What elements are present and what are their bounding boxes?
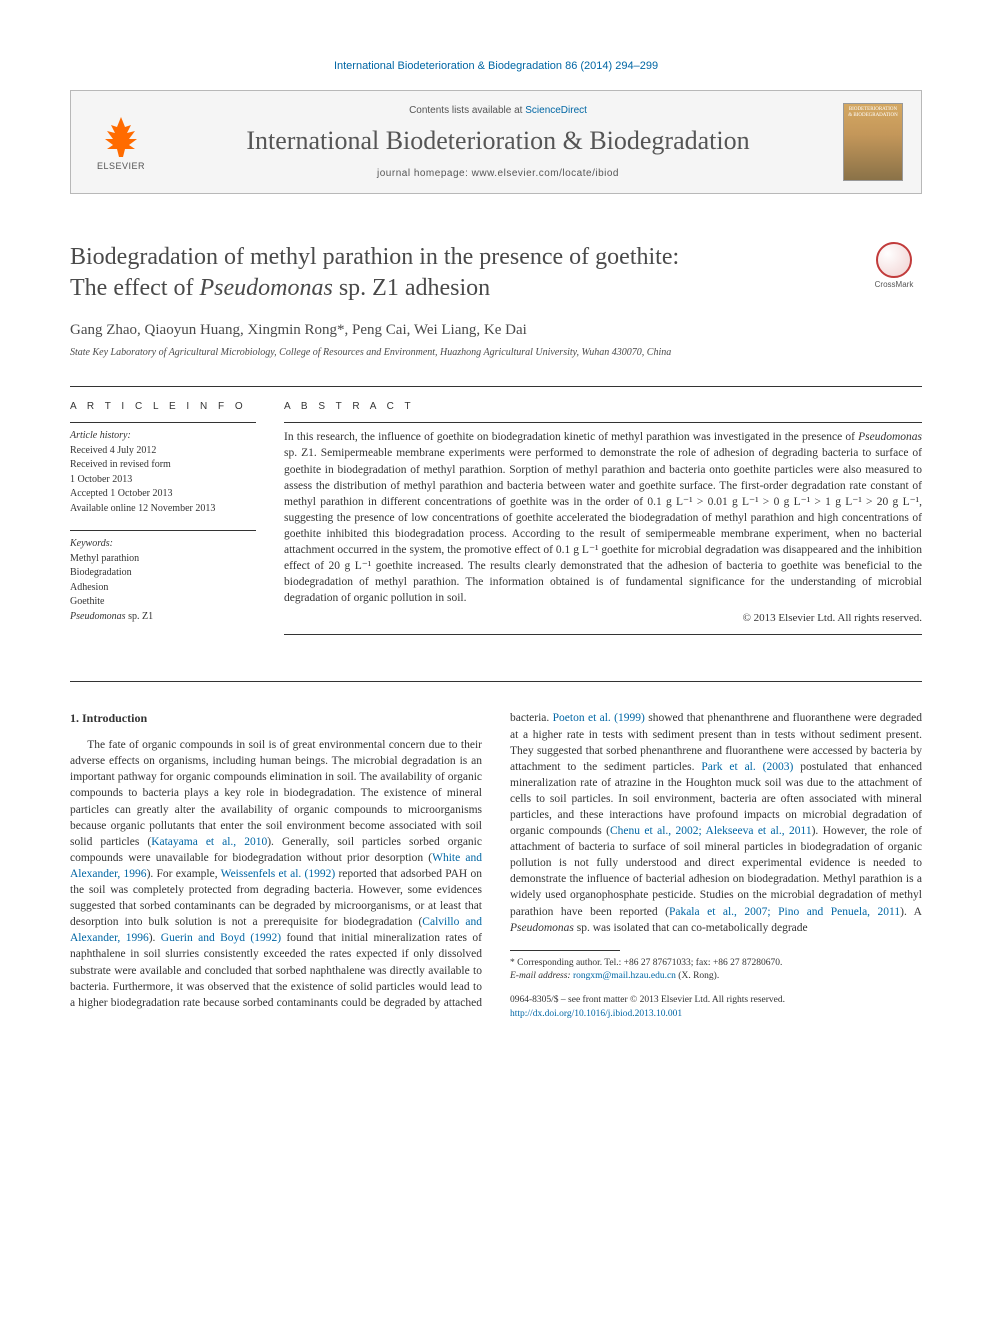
section-1-heading: 1. Introduction bbox=[70, 710, 482, 727]
contents-prefix: Contents lists available at bbox=[409, 105, 525, 116]
keyword-2: Biodegradation bbox=[70, 566, 256, 581]
homepage-url[interactable]: www.elsevier.com/locate/ibiod bbox=[472, 168, 619, 179]
abstract-column: A B S T R A C T In this research, the in… bbox=[284, 401, 922, 641]
copyright-footer: 0964-8305/$ – see front matter © 2013 El… bbox=[510, 994, 922, 1021]
p1c: ). For example, bbox=[147, 868, 221, 880]
header-citation: International Biodeterioration & Biodegr… bbox=[70, 60, 922, 72]
p1k: sp. was isolated that can co-metabolical… bbox=[574, 922, 808, 934]
title-line2-pre: The effect of bbox=[70, 275, 199, 301]
crossmark-icon bbox=[876, 242, 912, 278]
article-history: Article history: Received 4 July 2012 Re… bbox=[70, 429, 256, 516]
elsevier-tree-icon bbox=[97, 113, 145, 161]
online-date: Available online 12 November 2013 bbox=[70, 502, 256, 517]
corr-author: * Corresponding author. Tel.: +86 27 876… bbox=[510, 957, 922, 970]
divider-mid bbox=[70, 681, 922, 682]
received-date: Received 4 July 2012 bbox=[70, 444, 256, 459]
affiliation: State Key Laboratory of Agricultural Mic… bbox=[70, 347, 922, 358]
article-info-column: A R T I C L E I N F O Article history: R… bbox=[70, 401, 256, 641]
contents-available: Contents lists available at ScienceDirec… bbox=[171, 105, 825, 116]
crossmark-label: CrossMark bbox=[875, 280, 914, 289]
journal-cover-thumbnail[interactable]: BIODETERIORATION & BIODEGRADATION bbox=[843, 103, 903, 181]
cite-weissenfels[interactable]: Weissenfels et al. (1992) bbox=[221, 868, 336, 880]
kw5-species: Pseudomonas bbox=[70, 611, 126, 622]
elsevier-logo[interactable]: ELSEVIER bbox=[89, 106, 153, 178]
cite-chenu[interactable]: Chenu et al., 2002; Alekseeva et al., 20… bbox=[610, 825, 812, 837]
abstract-divider-bottom bbox=[284, 634, 922, 635]
cite-poeton[interactable]: Poeton et al. (1999) bbox=[553, 712, 645, 724]
corresponding-author-footnote: * Corresponding author. Tel.: +86 27 876… bbox=[510, 957, 922, 983]
p1j: ). A bbox=[900, 906, 922, 918]
crossmark-badge[interactable]: CrossMark bbox=[866, 242, 922, 289]
p1-species: Pseudomonas bbox=[510, 922, 574, 934]
abstract-text: In this research, the influence of goeth… bbox=[284, 429, 922, 606]
title-species: Pseudomonas bbox=[199, 275, 332, 301]
footnote-divider bbox=[510, 950, 620, 951]
history-label: Article history: bbox=[70, 429, 256, 444]
cover-text: BIODETERIORATION & BIODEGRADATION bbox=[847, 107, 899, 118]
keyword-5: Pseudomonas sp. Z1 bbox=[70, 610, 256, 625]
p1i: ). However, the role of attachment of ba… bbox=[510, 825, 922, 917]
article-info-heading: A R T I C L E I N F O bbox=[70, 401, 256, 412]
journal-header-box: ELSEVIER Contents lists available at Sci… bbox=[70, 90, 922, 194]
abstract-copyright: © 2013 Elsevier Ltd. All rights reserved… bbox=[284, 612, 922, 624]
homepage-prefix: journal homepage: bbox=[377, 168, 472, 179]
sciencedirect-link[interactable]: ScienceDirect bbox=[525, 105, 587, 116]
article-title: Biodegradation of methyl parathion in th… bbox=[70, 242, 854, 304]
email-post: (X. Rong). bbox=[676, 971, 719, 981]
authors: Gang Zhao, Qiaoyun Huang, Xingmin Rong*,… bbox=[70, 322, 922, 339]
elsevier-label: ELSEVIER bbox=[97, 161, 145, 171]
revised-date: 1 October 2013 bbox=[70, 473, 256, 488]
abs-species: Pseudomonas bbox=[858, 431, 922, 443]
title-line2-post: sp. Z1 adhesion bbox=[333, 275, 490, 301]
meta-divider-2 bbox=[70, 530, 256, 531]
header-center: Contents lists available at ScienceDirec… bbox=[171, 105, 825, 179]
cite-park[interactable]: Park et al. (2003) bbox=[701, 761, 793, 773]
email-link[interactable]: rongxm@mail.hzau.edu.cn bbox=[573, 971, 676, 981]
abs-t1: In this research, the influence of goeth… bbox=[284, 431, 858, 443]
cite-guerin[interactable]: Guerin and Boyd (1992) bbox=[161, 932, 281, 944]
revised-label: Received in revised form bbox=[70, 458, 256, 473]
cite-katayama[interactable]: Katayama et al., 2010 bbox=[151, 836, 267, 848]
body-text: 1. Introduction The fate of organic comp… bbox=[70, 710, 922, 1021]
accepted-date: Accepted 1 October 2013 bbox=[70, 487, 256, 502]
abs-t2: sp. Z1. Semipermeable membrane experimen… bbox=[284, 447, 922, 604]
abstract-heading: A B S T R A C T bbox=[284, 401, 922, 412]
doi-link[interactable]: http://dx.doi.org/10.1016/j.ibiod.2013.1… bbox=[510, 1009, 682, 1019]
p1e: ). bbox=[149, 932, 161, 944]
p1a: The fate of organic compounds in soil is… bbox=[70, 739, 482, 848]
keyword-1: Methyl parathion bbox=[70, 552, 256, 567]
title-line1: Biodegradation of methyl parathion in th… bbox=[70, 244, 679, 270]
journal-name: International Biodeterioration & Biodegr… bbox=[171, 126, 825, 156]
keywords-label: Keywords: bbox=[70, 537, 256, 552]
copyright-line: 0964-8305/$ – see front matter © 2013 El… bbox=[510, 994, 922, 1007]
keywords-block: Keywords: Methyl parathion Biodegradatio… bbox=[70, 537, 256, 624]
meta-divider-1 bbox=[70, 422, 256, 423]
divider-top bbox=[70, 386, 922, 387]
journal-homepage: journal homepage: www.elsevier.com/locat… bbox=[171, 168, 825, 179]
keyword-3: Adhesion bbox=[70, 581, 256, 596]
cite-pakala[interactable]: Pakala et al., 2007; Pino and Penuela, 2… bbox=[669, 906, 900, 918]
keyword-4: Goethite bbox=[70, 595, 256, 610]
kw5-post: sp. Z1 bbox=[126, 611, 154, 622]
email-label: E-mail address: bbox=[510, 971, 573, 981]
abstract-divider bbox=[284, 422, 922, 423]
